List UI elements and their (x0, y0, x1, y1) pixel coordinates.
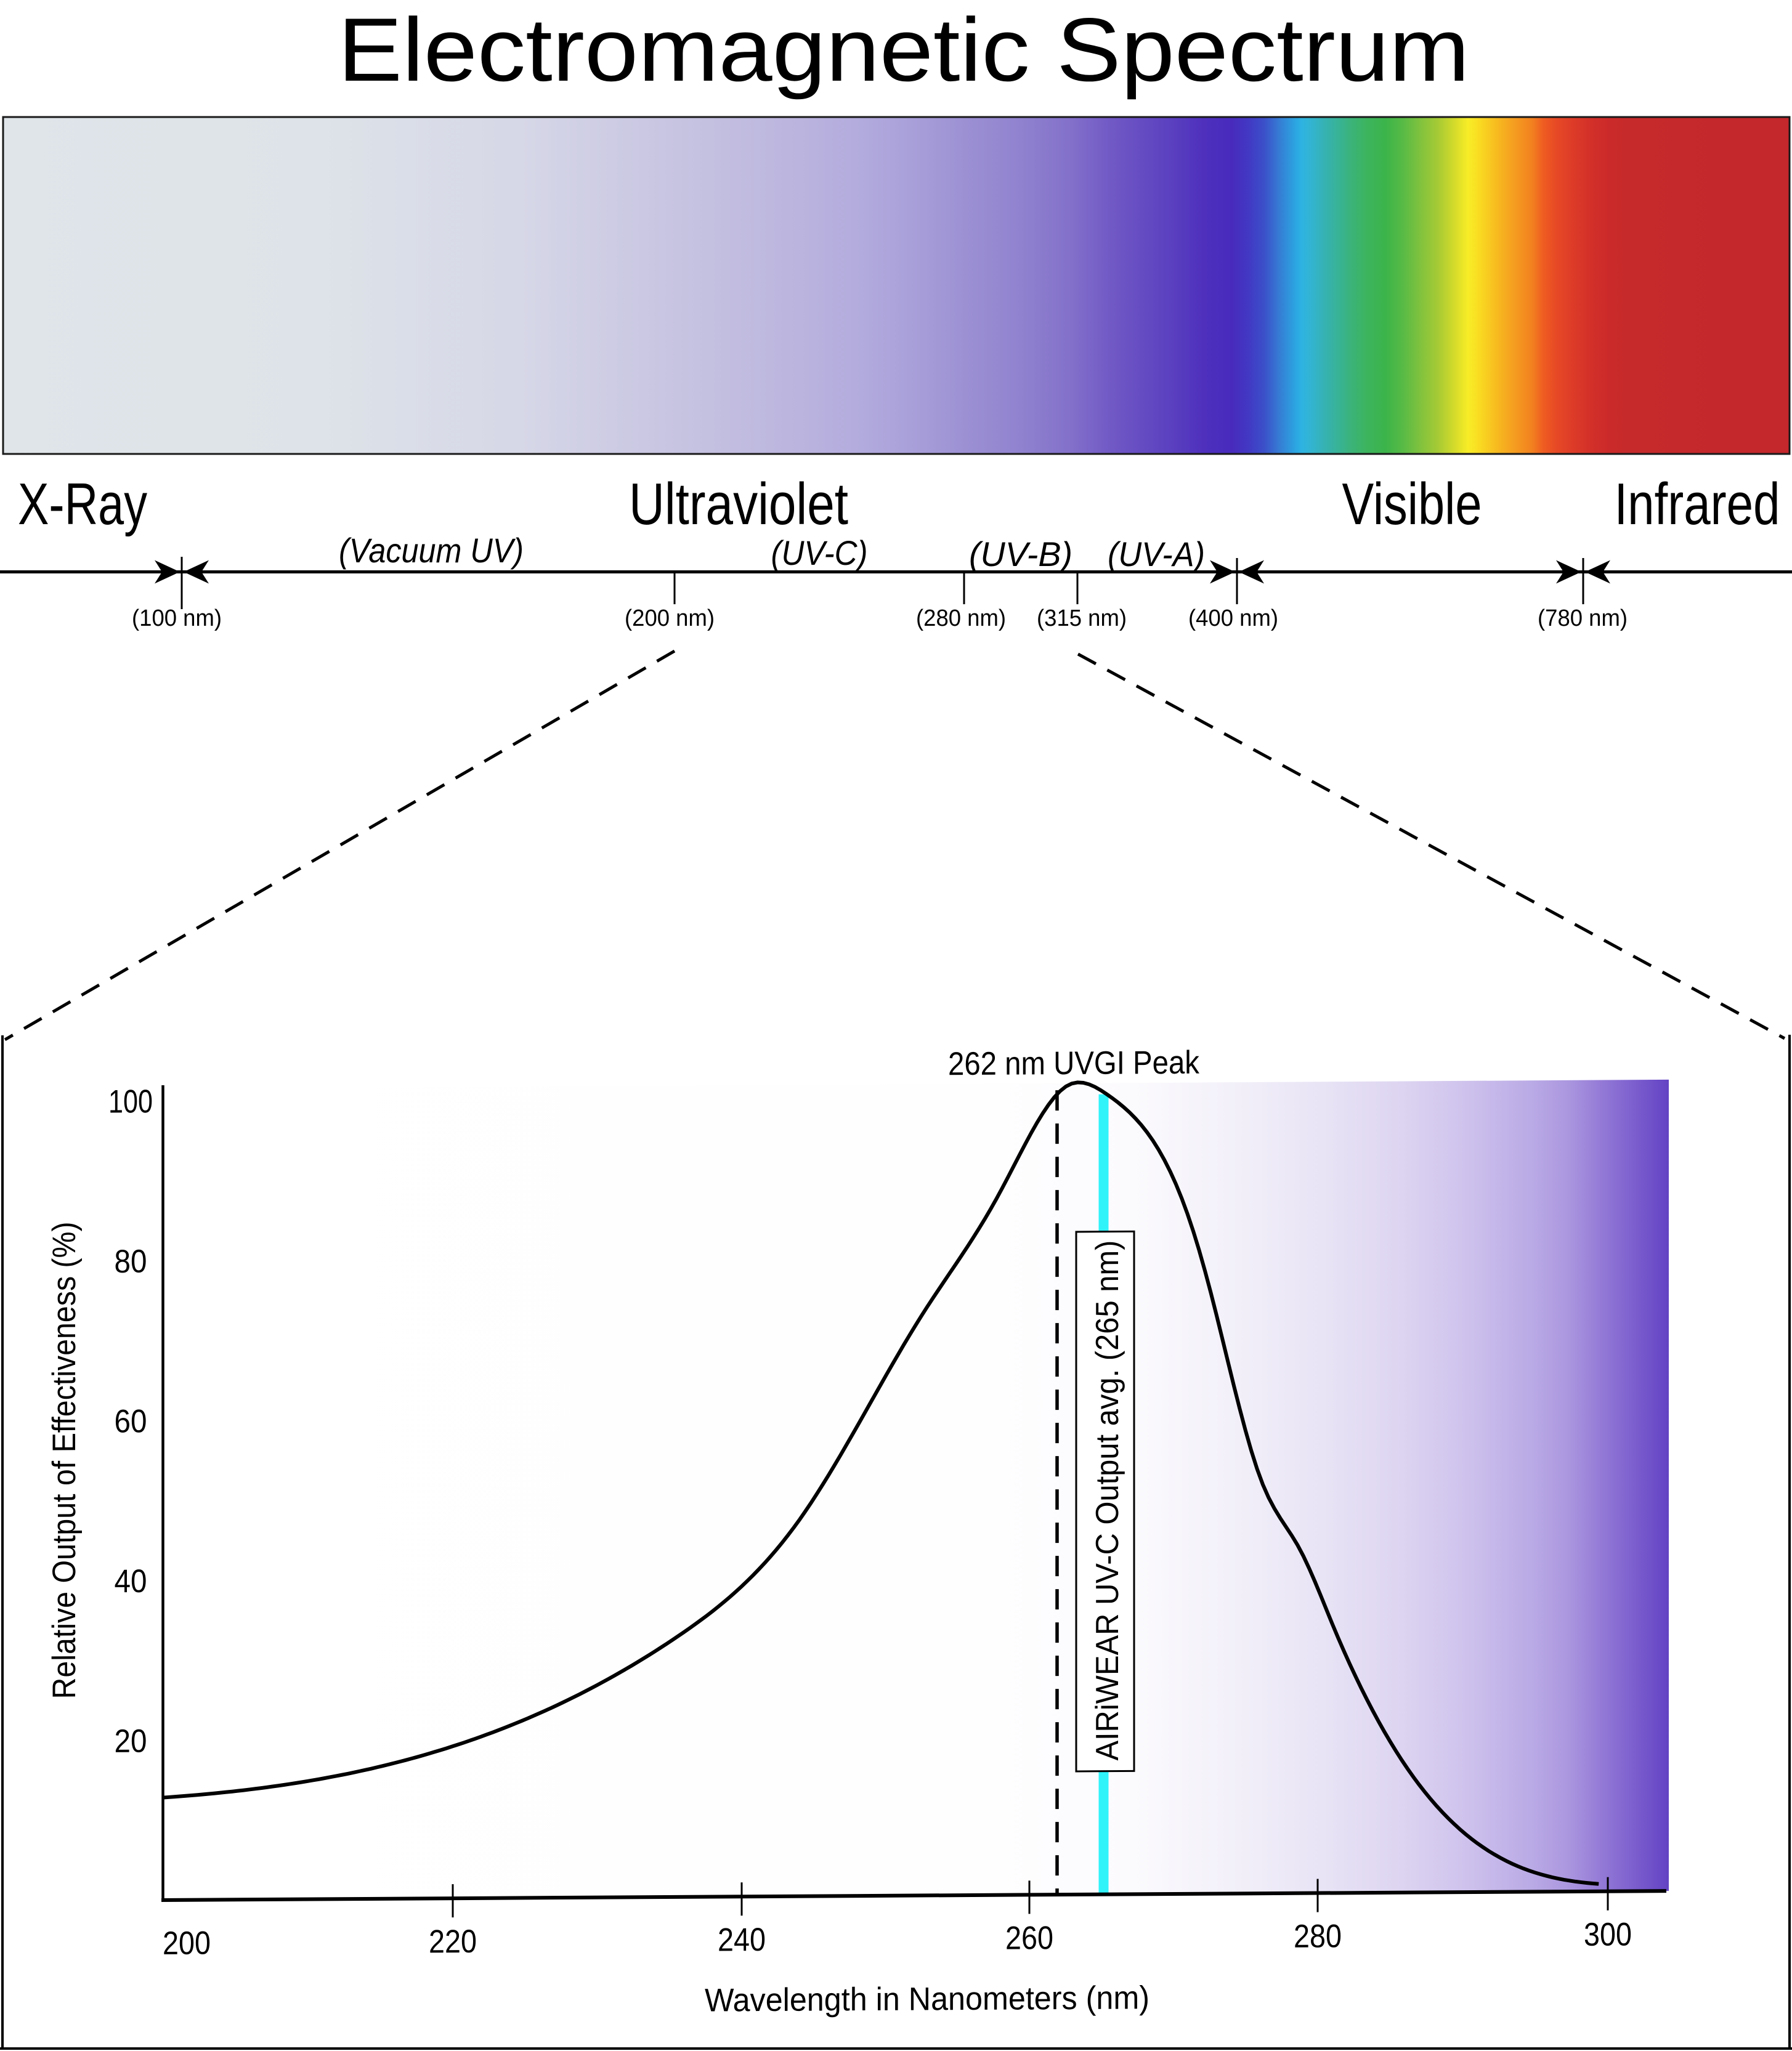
svg-text:240: 240 (718, 1922, 766, 1958)
svg-text:60: 60 (114, 1403, 147, 1439)
svg-text:(100 nm): (100 nm) (132, 605, 222, 631)
svg-text:(200 nm): (200 nm) (625, 605, 715, 631)
svg-text:(UV-A): (UV-A) (1108, 535, 1205, 573)
svg-text:100: 100 (108, 1083, 153, 1120)
svg-text:(780 nm): (780 nm) (1538, 605, 1628, 631)
svg-text:Wavelength in Nanometers (nm): Wavelength in Nanometers (nm) (705, 1980, 1149, 2018)
svg-text:262 nm UVGI Peak: 262 nm UVGI Peak (948, 1045, 1199, 1082)
svg-text:Ultraviolet: Ultraviolet (629, 471, 848, 537)
svg-text:(280 nm): (280 nm) (916, 605, 1006, 631)
svg-text:20: 20 (114, 1723, 147, 1760)
svg-text:200: 200 (163, 1925, 211, 1962)
svg-text:AIRiWEAR UV-C Output avg. (265: AIRiWEAR UV-C Output avg. (265 nm) (1090, 1240, 1125, 1760)
svg-text:Electromagnetic Spectrum: Electromagnetic Spectrum (338, 0, 1470, 100)
svg-text:(UV-B): (UV-B) (969, 535, 1072, 573)
svg-text:Relative Output of Effectivene: Relative Output of Effectiveness (%) (46, 1221, 83, 1699)
svg-text:280: 280 (1294, 1918, 1342, 1954)
svg-text:(315 nm): (315 nm) (1037, 605, 1127, 631)
svg-text:260: 260 (1005, 1920, 1053, 1956)
svg-text:(400 nm): (400 nm) (1188, 605, 1278, 631)
svg-text:220: 220 (429, 1924, 477, 1960)
svg-text:(Vacuum UV): (Vacuum UV) (339, 531, 524, 570)
svg-text:40: 40 (114, 1563, 147, 1600)
svg-text:Infrared: Infrared (1615, 471, 1780, 537)
svg-text:80: 80 (114, 1244, 147, 1280)
svg-text:Visible: Visible (1342, 471, 1482, 537)
svg-text:(UV-C): (UV-C) (771, 533, 868, 572)
svg-text:X-Ray: X-Ray (18, 471, 147, 537)
svg-text:300: 300 (1584, 1916, 1632, 1952)
